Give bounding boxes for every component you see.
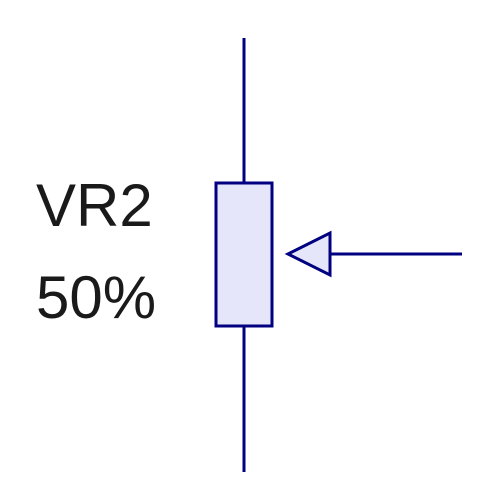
wiper-arrow-icon [284,230,332,278]
component-designator: VR2 [36,172,153,239]
wiper-position-label: 50% [36,264,157,331]
